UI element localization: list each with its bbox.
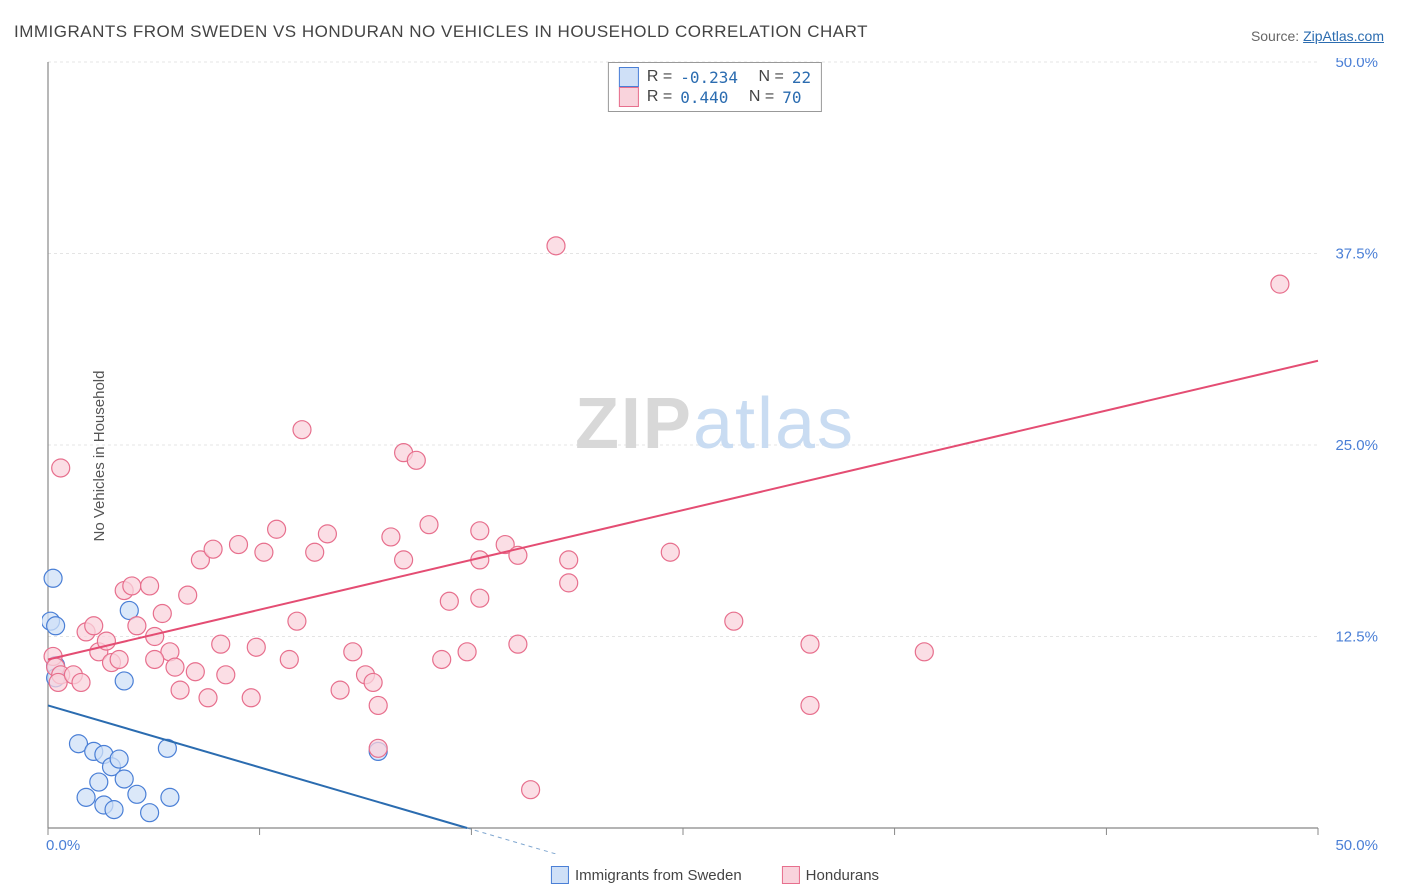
svg-text:50.0%: 50.0% [1335,837,1378,854]
svg-text:12.5%: 12.5% [1335,629,1378,646]
svg-text:37.5%: 37.5% [1335,246,1378,263]
scatter-chart-svg: 12.5% 25.0% 37.5% 50.0% 0.0% 50.0% [42,58,1388,854]
r-label: R = [647,68,672,86]
r-value-sweden: -0.234 [680,68,738,87]
legend-item-hondurans: Hondurans [782,866,879,884]
source-attribution: Source: ZipAtlas.com [1251,28,1384,44]
legend-label-sweden: Immigrants from Sweden [575,867,742,884]
legend-stats-box: R = -0.234 N = 22 R = 0.440 N = 70 [608,62,822,112]
chart-area: No Vehicles in Household 12.5%25.0%37.5%… [42,58,1388,854]
n-label: N = [749,88,774,106]
swatch-sweden [551,866,569,884]
swatch-hondurans [782,866,800,884]
r-value-hondurans: 0.440 [680,88,728,107]
legend-stats-row-sweden: R = -0.234 N = 22 [619,67,811,87]
swatch-hondurans [619,87,639,107]
svg-text:0.0%: 0.0% [46,837,80,854]
source-label: Source: [1251,28,1303,44]
legend-label-hondurans: Hondurans [806,867,879,884]
legend-bottom: Immigrants from Sweden Hondurans [551,866,879,884]
chart-title: IMMIGRANTS FROM SWEDEN VS HONDURAN NO VE… [14,22,868,42]
legend-item-sweden: Immigrants from Sweden [551,866,742,884]
svg-text:50.0%: 50.0% [1335,58,1378,71]
n-label: N = [758,68,783,86]
swatch-sweden [619,67,639,87]
legend-stats-row-hondurans: R = 0.440 N = 70 [619,87,811,107]
n-value-sweden: 22 [792,68,811,87]
r-label: R = [647,88,672,106]
svg-text:25.0%: 25.0% [1335,437,1378,454]
n-value-hondurans: 70 [782,88,801,107]
source-link[interactable]: ZipAtlas.com [1303,28,1384,44]
